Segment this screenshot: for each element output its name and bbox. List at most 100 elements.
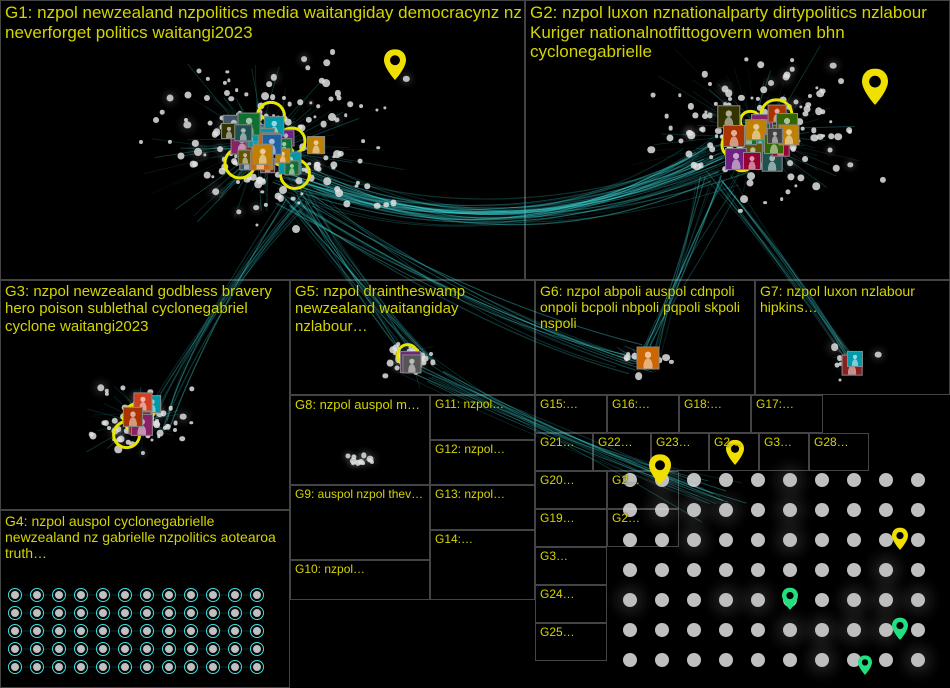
graph-node (359, 105, 363, 109)
graph-node (157, 430, 164, 437)
graph-node (815, 533, 829, 547)
graph-node (55, 627, 63, 635)
graph-node (297, 201, 300, 204)
graph-node (205, 77, 209, 81)
graph-node (103, 420, 109, 426)
graph-node (77, 591, 85, 599)
graph-node (719, 563, 733, 577)
graph-node (688, 103, 694, 109)
graph-node (790, 67, 795, 72)
graph-node (166, 95, 173, 102)
group-label: G2… (714, 436, 756, 450)
graph-node (370, 460, 374, 464)
graph-node (669, 360, 673, 364)
graph-node (829, 120, 833, 124)
graph-node (719, 593, 733, 607)
graph-node (184, 91, 191, 98)
graph-node (285, 119, 292, 126)
graph-node (264, 203, 268, 207)
graph-node (314, 162, 321, 169)
group-label: G2… (612, 512, 676, 526)
graph-node (719, 503, 733, 517)
graph-node (236, 180, 240, 184)
graph-node (834, 133, 842, 141)
graph-node (347, 101, 353, 107)
graph-node (725, 89, 733, 97)
graph-node (804, 105, 811, 112)
graph-node (120, 385, 125, 390)
graph-node (314, 115, 317, 118)
avatar-node (307, 136, 325, 154)
graph-node (756, 97, 760, 101)
graph-node (648, 146, 655, 153)
group-label: G15:… (540, 398, 604, 412)
graph-node (143, 645, 151, 653)
group-label: G18:… (684, 398, 748, 412)
group-label: G17:… (756, 398, 820, 412)
graph-node (343, 200, 350, 207)
map-pin-icon (892, 528, 908, 555)
graph-node (190, 421, 193, 424)
graph-node (344, 113, 348, 117)
graph-node (236, 209, 241, 214)
graph-node (177, 153, 184, 160)
graph-node (291, 196, 296, 201)
graph-node (33, 663, 41, 671)
group-label: G14:… (435, 533, 532, 547)
graph-node (715, 134, 719, 138)
graph-node (203, 153, 206, 156)
avatar-node (743, 152, 761, 170)
graph-node (751, 533, 765, 547)
group-label: G24… (540, 588, 604, 602)
map-pin-icon (892, 618, 908, 645)
avatar-node (235, 124, 252, 141)
graph-node (99, 591, 107, 599)
group-label: G9: auspol nzpol thevoice… (295, 488, 427, 502)
graph-node (213, 129, 221, 137)
graph-node (160, 110, 165, 115)
graph-node (297, 99, 303, 105)
graph-node (708, 82, 712, 86)
graph-node (799, 105, 802, 108)
graph-node (253, 663, 261, 671)
graph-node (227, 79, 230, 82)
graph-node (105, 391, 109, 395)
graph-node (847, 503, 861, 517)
graph-node (911, 653, 925, 667)
graph-node (738, 209, 742, 213)
graph-node (11, 627, 19, 635)
graph-node (374, 202, 381, 209)
graph-node (693, 113, 698, 118)
map-pin-icon (782, 588, 798, 615)
graph-node (187, 591, 195, 599)
graph-node (655, 623, 669, 637)
graph-node (813, 182, 821, 190)
graph-node (209, 663, 217, 671)
avatar-node (766, 128, 782, 144)
graph-node (787, 160, 793, 166)
graph-node (879, 503, 893, 517)
group-label: G22… (598, 436, 648, 450)
graph-node (300, 192, 303, 195)
graph-node (77, 609, 85, 617)
graph-node (879, 533, 893, 547)
avatar-node (723, 125, 745, 147)
graph-node (848, 162, 853, 167)
graph-node (361, 139, 365, 143)
graph-node (197, 69, 202, 74)
graph-node (255, 223, 258, 226)
graph-node (623, 533, 637, 547)
graph-node (738, 95, 744, 101)
graph-node (153, 117, 159, 123)
avatar-node (636, 346, 659, 369)
graph-node (33, 645, 41, 653)
graph-node (253, 205, 259, 211)
graph-node (664, 114, 669, 119)
graph-node (879, 653, 893, 667)
graph-node (383, 106, 386, 109)
graph-node (800, 126, 805, 131)
graph-node (141, 451, 145, 455)
graph-node (847, 533, 861, 547)
graph-node (99, 663, 107, 671)
graph-node (212, 188, 220, 196)
